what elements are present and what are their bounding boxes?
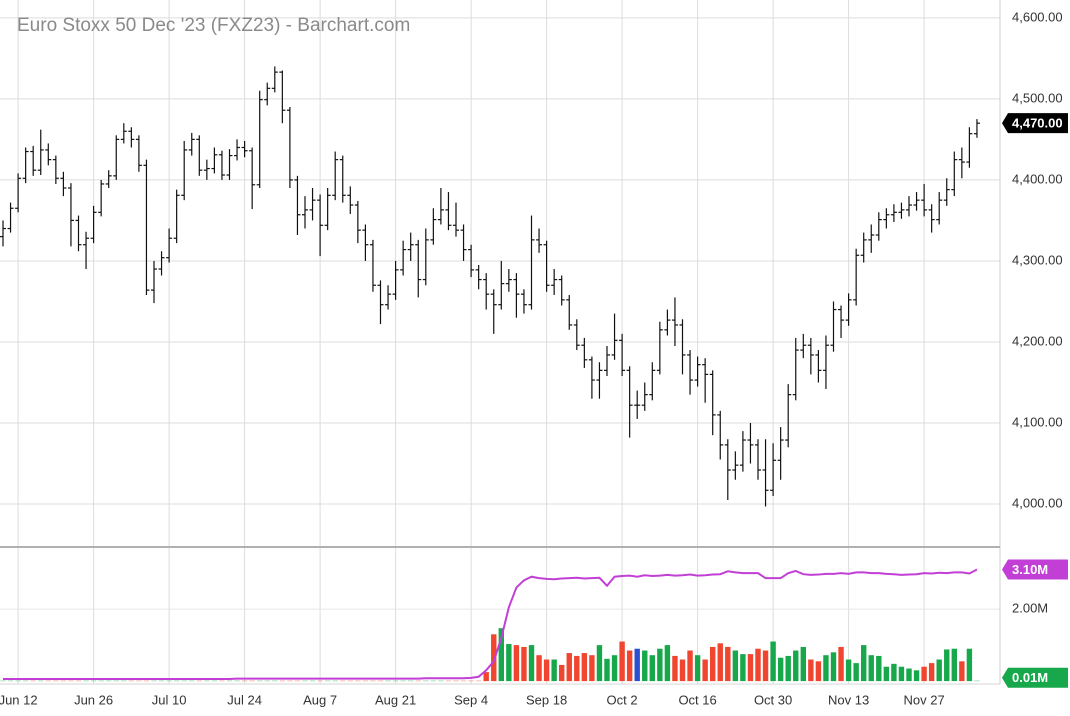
open-interest-flag-label: 3.10M	[1012, 562, 1048, 577]
volume-bar	[883, 666, 890, 682]
x-tick-label: Nov 13	[828, 692, 869, 707]
volume-bar	[725, 646, 731, 682]
volume-bar	[649, 655, 655, 682]
x-tick-label: Jul 10	[152, 692, 187, 707]
y-tick-label: 4,200.00	[1012, 333, 1063, 348]
volume-bar	[838, 646, 844, 682]
volume-bar	[619, 641, 625, 682]
volume-bar	[891, 663, 897, 682]
x-tick-label: Jun 12	[0, 692, 38, 707]
volume-bar	[823, 655, 829, 682]
grid	[0, 0, 1000, 684]
volume-bar	[521, 646, 527, 682]
volume-bar	[528, 645, 535, 682]
volume-bar	[913, 670, 920, 682]
x-tick-label: Nov 27	[903, 692, 944, 707]
y-tick-label: 4,500.00	[1012, 90, 1063, 105]
x-tick-label: Oct 30	[754, 692, 792, 707]
volume-bar	[626, 650, 633, 682]
volume-bar	[898, 666, 905, 682]
volume-bar	[491, 634, 497, 682]
volume-bar	[732, 650, 739, 682]
volume-bar	[793, 650, 799, 682]
y-tick-label: 4,400.00	[1012, 171, 1063, 186]
volume-bar	[543, 659, 550, 682]
volume-bar	[694, 655, 701, 682]
volume-bar	[876, 655, 882, 682]
volume-bar	[959, 661, 965, 682]
volume-bar	[566, 653, 572, 682]
volume-bar	[815, 661, 822, 682]
volume-bar	[710, 646, 716, 682]
x-tick-label: Aug 7	[303, 692, 337, 707]
volume-bar	[762, 650, 769, 682]
volume-bar	[717, 643, 723, 682]
volume-bar	[928, 663, 935, 682]
volume-bar	[574, 655, 580, 682]
volume-flag-box	[1002, 667, 1068, 688]
volume-bar	[755, 648, 761, 682]
volume-bar	[702, 659, 708, 682]
volume-bar	[513, 645, 520, 682]
volume-bar	[800, 646, 806, 682]
volume-bar	[498, 628, 504, 682]
x-tick-label: Sep 4	[454, 692, 488, 707]
volume-bar	[611, 655, 618, 682]
volume-bar	[581, 653, 588, 682]
chart-title: Euro Stoxx 50 Dec '23 (FXZ23) - Barchart…	[17, 15, 410, 36]
volume-bar	[657, 648, 663, 682]
marks	[0, 66, 980, 682]
x-tick-label: Sep 18	[526, 692, 567, 707]
volume-bar	[830, 652, 837, 682]
volume-bar	[770, 641, 776, 682]
x-tick-label: Oct 2	[607, 692, 638, 707]
volume-bar	[634, 648, 640, 682]
volume-bar	[506, 644, 512, 682]
y-tick-label: 2.00M	[1012, 601, 1048, 616]
volume-bar	[604, 658, 610, 682]
y-tick-label: 4,100.00	[1012, 414, 1063, 429]
volume-bar	[483, 672, 489, 682]
volume-bar	[559, 664, 565, 682]
y-tick-label: 4,300.00	[1012, 252, 1063, 267]
volume-bar	[944, 649, 950, 682]
volume-bar	[536, 655, 542, 682]
x-tick-label: Oct 16	[678, 692, 716, 707]
volume-bar	[808, 659, 814, 682]
volume-bar	[861, 645, 867, 682]
x-tick-label: Jun 26	[74, 692, 113, 707]
last-price-flag-box	[1002, 113, 1068, 134]
volume-bar	[679, 659, 686, 682]
y-tick-label: 4,600.00	[1012, 9, 1063, 24]
volume-bar	[664, 645, 671, 682]
volume-bar	[853, 663, 859, 682]
volume-bar	[589, 655, 595, 682]
volume-bar	[906, 668, 912, 682]
volume-bar	[868, 655, 874, 682]
y-tick-label: 4,000.00	[1012, 495, 1063, 510]
volume-flag-label: 0.01M	[1012, 670, 1048, 685]
volume-bar	[747, 654, 754, 682]
volume-bar	[785, 655, 791, 682]
volume-bar	[951, 648, 957, 682]
open-interest-line	[3, 568, 978, 680]
open-interest-flag-box	[1002, 559, 1068, 580]
last-price-flag-label: 4,470.00	[1012, 116, 1063, 131]
volume-bar	[551, 659, 557, 682]
x-tick-label: Aug 21	[375, 692, 416, 707]
volume-bar	[642, 650, 648, 682]
x-tick-label: Jul 24	[227, 692, 262, 707]
volume-bar	[672, 655, 678, 682]
volume-bar	[596, 645, 603, 682]
volume-bar	[936, 659, 942, 682]
volume-bar	[777, 657, 784, 682]
volume-bar	[845, 659, 852, 682]
volume-bar	[687, 650, 693, 682]
volume-bar	[921, 666, 927, 682]
volume-bar	[966, 648, 973, 682]
volume-bar	[740, 654, 746, 682]
